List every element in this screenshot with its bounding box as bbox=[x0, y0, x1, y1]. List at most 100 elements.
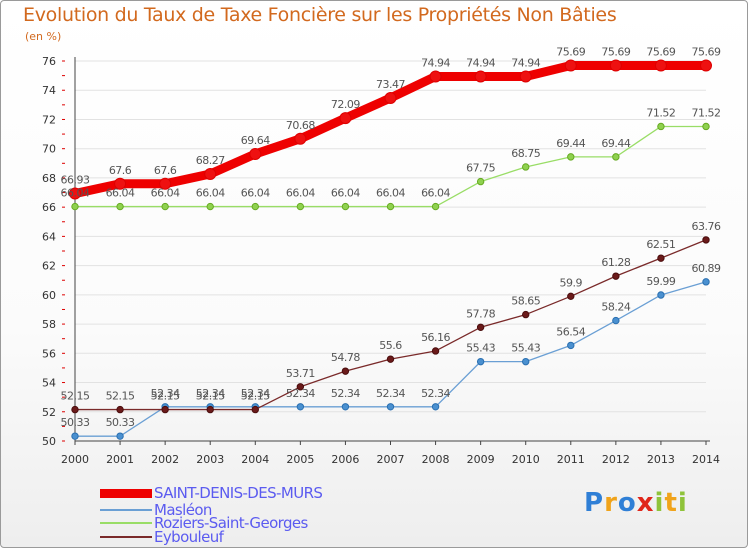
legend-label: Roziers-Saint-Georges bbox=[154, 514, 308, 532]
data-point bbox=[204, 167, 217, 180]
data-point bbox=[700, 59, 712, 72]
data-label: 75.69 bbox=[601, 46, 630, 59]
data-point bbox=[71, 432, 79, 440]
data-label: 67.6 bbox=[109, 164, 132, 177]
x-tick-label: 2008 bbox=[422, 453, 450, 466]
data-label: 63.76 bbox=[692, 220, 721, 233]
data-point bbox=[702, 122, 710, 131]
y-tick-label: 60 bbox=[42, 289, 56, 302]
legend-item: Masléon bbox=[100, 501, 212, 519]
data-label: 66.04 bbox=[106, 187, 135, 200]
x-tick-label: 2012 bbox=[602, 453, 630, 466]
data-point bbox=[431, 202, 440, 211]
data-label: 71.52 bbox=[646, 106, 675, 119]
data-point bbox=[116, 432, 124, 440]
data-label: 75.69 bbox=[646, 46, 675, 59]
data-point bbox=[296, 202, 305, 211]
data-label: 52.15 bbox=[196, 390, 225, 403]
y-tick-label: 56 bbox=[42, 347, 56, 360]
data-point bbox=[612, 272, 620, 280]
data-point bbox=[386, 355, 395, 363]
data-label: 58.24 bbox=[601, 301, 630, 314]
data-point bbox=[654, 59, 667, 72]
y-tick-label: 58 bbox=[42, 318, 56, 331]
data-label: 52.34 bbox=[196, 387, 225, 400]
data-label: 52.34 bbox=[376, 387, 405, 400]
data-label: 52.34 bbox=[421, 387, 450, 400]
y-tick-label: 72 bbox=[42, 113, 56, 126]
legend-item: SAINT-DENIS-DES-MURS bbox=[100, 484, 323, 502]
data-label: 68.75 bbox=[511, 147, 540, 160]
legend-swatch bbox=[100, 488, 152, 498]
data-point bbox=[702, 236, 710, 244]
data-label: 66.04 bbox=[241, 187, 270, 200]
data-label: 75.69 bbox=[556, 46, 585, 59]
data-label: 71.52 bbox=[692, 106, 721, 119]
data-label: 55.43 bbox=[511, 342, 540, 355]
data-point bbox=[431, 403, 440, 411]
data-label: 66.04 bbox=[331, 187, 360, 200]
data-point bbox=[341, 367, 350, 375]
data-label: 61.28 bbox=[601, 256, 630, 269]
x-tick-label: 2006 bbox=[331, 453, 359, 466]
data-label: 74.94 bbox=[511, 56, 540, 69]
data-label: 73.47 bbox=[376, 78, 405, 91]
data-label: 56.16 bbox=[421, 331, 450, 344]
data-label: 69.64 bbox=[241, 134, 270, 147]
data-point bbox=[206, 405, 214, 414]
data-label: 58.65 bbox=[511, 295, 540, 308]
legend-label: Masléon bbox=[154, 501, 212, 519]
y-tick-label: 62 bbox=[42, 260, 56, 273]
y-tick-label: 70 bbox=[42, 143, 56, 156]
data-point bbox=[429, 70, 442, 83]
data-point bbox=[657, 122, 665, 131]
data-label: 53.71 bbox=[286, 367, 315, 380]
data-label: 66.04 bbox=[61, 187, 90, 200]
data-label: 59.9 bbox=[560, 276, 583, 289]
y-tick-label: 76 bbox=[42, 55, 56, 68]
data-point bbox=[522, 310, 530, 319]
data-point bbox=[296, 403, 305, 411]
data-point bbox=[519, 70, 532, 83]
data-label: 52.34 bbox=[331, 387, 360, 400]
data-label: 66.04 bbox=[196, 187, 225, 200]
unit-label: (en %) bbox=[25, 30, 62, 43]
data-label: 69.44 bbox=[556, 137, 585, 150]
data-point bbox=[341, 403, 350, 411]
data-label: 66.04 bbox=[151, 187, 180, 200]
data-label: 72.09 bbox=[331, 98, 360, 111]
data-point bbox=[657, 254, 665, 262]
data-point bbox=[206, 202, 214, 211]
data-point bbox=[341, 202, 350, 211]
data-point bbox=[476, 177, 485, 186]
data-point bbox=[431, 347, 440, 355]
legend-item: Roziers-Saint-Georges bbox=[100, 514, 308, 532]
data-point bbox=[657, 291, 665, 299]
data-point bbox=[71, 202, 79, 211]
data-point bbox=[161, 202, 169, 211]
data-point bbox=[69, 187, 81, 200]
data-label: 55.6 bbox=[379, 339, 402, 352]
data-label: 70.68 bbox=[286, 119, 315, 132]
data-label: 67.75 bbox=[466, 162, 495, 175]
data-label: 52.34 bbox=[151, 387, 180, 400]
data-point bbox=[612, 316, 620, 325]
data-label: 57.78 bbox=[466, 307, 495, 320]
data-label: 52.15 bbox=[61, 390, 90, 403]
data-label: 62.51 bbox=[646, 238, 675, 251]
y-tick-label: 52 bbox=[42, 406, 56, 419]
data-point bbox=[386, 403, 395, 411]
legend-label: Eybouleuf bbox=[154, 528, 224, 546]
x-tick-label: 2014 bbox=[692, 453, 720, 466]
data-label: 68.27 bbox=[196, 154, 225, 167]
data-label: 50.33 bbox=[106, 416, 135, 429]
x-tick-label: 2001 bbox=[106, 453, 134, 466]
data-label: 50.33 bbox=[61, 416, 90, 429]
data-label: 56.54 bbox=[556, 325, 585, 338]
data-point bbox=[702, 278, 710, 286]
data-label: 66.04 bbox=[376, 187, 405, 200]
data-label: 52.34 bbox=[286, 387, 315, 400]
data-point bbox=[476, 357, 485, 366]
data-label: 54.78 bbox=[331, 351, 360, 364]
data-labels: 66.04 66.04 66.04 66.04 66.04 66.04 66.04 66.04… bbox=[61, 46, 722, 430]
